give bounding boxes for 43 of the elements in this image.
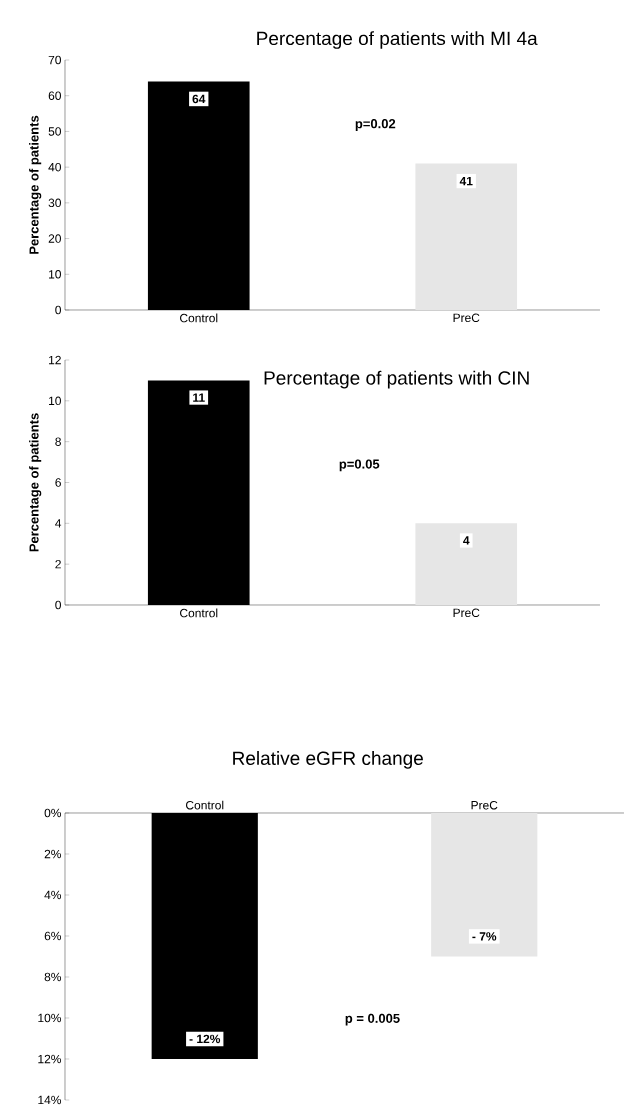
y-tick-label: 6% — [44, 931, 61, 941]
x-tick-label: Control — [179, 608, 218, 618]
text: Percentage of patients with CIN — [264, 370, 529, 389]
data-label: - 12% — [189, 1034, 220, 1044]
data-label: - 7% — [472, 932, 497, 941]
y-tick-label: 14% — [38, 1095, 61, 1105]
y-axis-title: Percentage of patients — [28, 115, 42, 254]
x-tick-label: PreC — [471, 800, 498, 810]
y-tick-label: 70 — [48, 55, 61, 65]
y-tick-label: 12% — [38, 1054, 61, 1064]
data-label: 64 — [192, 94, 206, 104]
y-tick-label: 10 — [48, 396, 61, 406]
y-tick-label: 20 — [48, 234, 61, 243]
y-tick-label: 0 — [55, 305, 61, 315]
y-tick-label: 2% — [44, 849, 61, 859]
chart-title: Relative eGFR change — [233, 751, 423, 769]
y-tick-label: 0% — [44, 808, 61, 818]
y-tick-label: 8% — [44, 972, 61, 982]
data-label: 11 — [193, 393, 205, 402]
data-label: 4 — [463, 536, 470, 545]
annotation: p=0.05 — [339, 459, 380, 472]
y-tick-label: 30 — [48, 198, 61, 208]
y-tick-label: 10 — [48, 270, 61, 279]
y-tick-label: 2 — [55, 559, 61, 569]
y-tick-label: 6 — [55, 478, 61, 487]
data-label: 41 — [459, 176, 473, 186]
y-tick-label: 10% — [38, 1013, 61, 1023]
y-tick-label: 40 — [48, 162, 61, 172]
y-tick-label: 50 — [48, 127, 61, 136]
x-tick-label: PreC — [453, 313, 480, 323]
y-tick-label: 8 — [55, 437, 61, 446]
annotation: p = 0.005 — [345, 1013, 400, 1026]
annotation: p=0.02 — [355, 119, 396, 131]
y-tick-label: 4% — [44, 890, 61, 900]
y-tick-label: 60 — [48, 91, 61, 100]
x-tick-label: Control — [179, 313, 218, 323]
y-axis-title: Percentage of patients — [28, 413, 42, 552]
x-tick-label: Control — [185, 800, 224, 810]
y-tick-label: 0 — [55, 600, 61, 610]
x-tick-label: PreC — [453, 608, 480, 618]
chart-title: Percentage of patients with MI 4a — [257, 31, 538, 49]
y-tick-label: 4 — [54, 519, 62, 528]
y-tick-label: 12 — [48, 355, 61, 365]
